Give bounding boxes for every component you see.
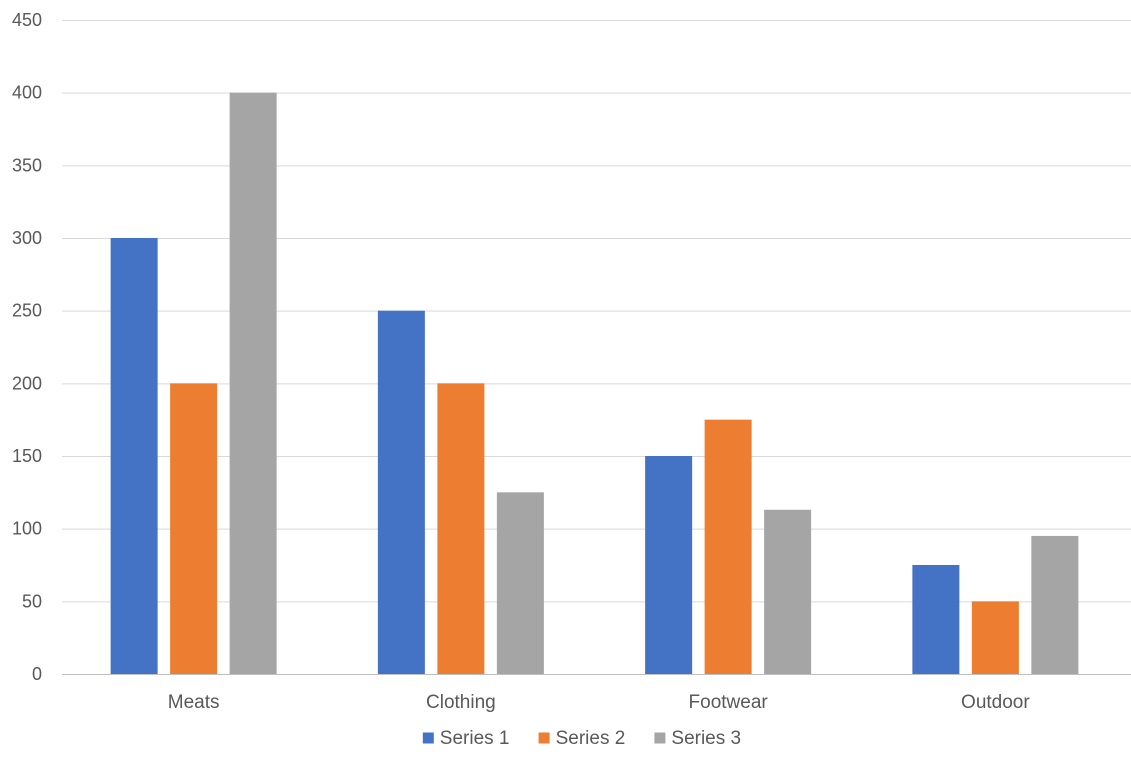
legend-label: Series 2 <box>556 728 626 749</box>
bar-outdoor-series-2 <box>971 601 1019 674</box>
bar-clothing-series-3 <box>496 492 544 674</box>
y-tick-label: 450 <box>12 10 42 30</box>
legend-label: Series 3 <box>671 728 741 749</box>
bar-meats-series-2 <box>170 383 218 674</box>
y-tick-label: 150 <box>12 446 42 466</box>
gridlines <box>62 20 1131 675</box>
legend-item-series-1: Series 1 <box>422 728 510 749</box>
legend-swatch <box>538 732 550 744</box>
y-tick-label: 200 <box>12 373 42 393</box>
y-tick-label: 300 <box>12 228 42 248</box>
bar-meats-series-1 <box>110 238 158 674</box>
y-tick-label: 100 <box>12 519 42 539</box>
y-tick-label: 50 <box>22 591 42 611</box>
y-tick-label: 0 <box>32 664 42 684</box>
legend: Series 1 Series 2 Series 3 <box>422 728 741 749</box>
y-tick-label: 400 <box>12 83 42 103</box>
x-category-label: Meats <box>168 692 220 713</box>
bar-clothing-series-1 <box>377 310 425 674</box>
y-axis-tick-labels: 0 50 100 150 200 250 300 350 400 450 <box>12 10 42 684</box>
y-tick-label: 250 <box>12 301 42 321</box>
bar-footwear-series-3 <box>764 509 812 674</box>
legend-item-series-2: Series 2 <box>538 728 626 749</box>
bar-footwear-series-1 <box>645 456 693 674</box>
x-axis-category-labels: Meats Clothing Footwear Outdoor <box>168 692 1031 713</box>
bar-meats-series-3 <box>229 92 277 674</box>
legend-swatch <box>654 732 666 744</box>
x-category-label: Clothing <box>426 692 496 713</box>
x-category-label: Footwear <box>689 692 769 713</box>
legend-swatch <box>422 732 434 744</box>
legend-item-series-3: Series 3 <box>654 728 741 749</box>
x-category-label: Outdoor <box>961 692 1030 713</box>
bar-clothing-series-2 <box>437 383 485 674</box>
bar-outdoor-series-1 <box>912 565 960 674</box>
y-tick-label: 350 <box>12 155 42 175</box>
bars <box>110 92 1079 674</box>
bar-outdoor-series-3 <box>1031 535 1079 674</box>
bar-footwear-series-2 <box>704 419 752 674</box>
legend-label: Series 1 <box>440 728 510 749</box>
